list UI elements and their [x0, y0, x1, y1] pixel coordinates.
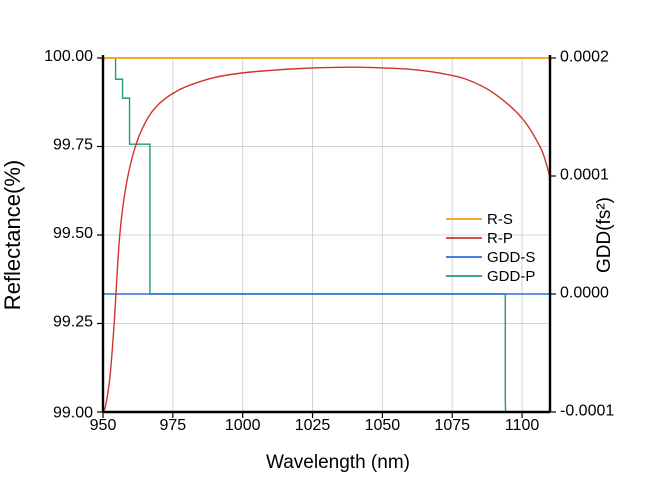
- svg-text:1075: 1075: [434, 417, 470, 434]
- svg-text:GDD(fs²): GDD(fs²): [594, 197, 615, 273]
- svg-text:Reflectance(%): Reflectance(%): [0, 160, 25, 310]
- svg-text:1100: 1100: [505, 417, 540, 434]
- svg-text:1000: 1000: [225, 417, 261, 434]
- svg-text:-0.0001: -0.0001: [560, 403, 614, 420]
- svg-text:1050: 1050: [365, 417, 401, 434]
- svg-text:950: 950: [90, 417, 117, 434]
- svg-text:99.50: 99.50: [53, 225, 93, 242]
- svg-text:R-P: R-P: [487, 230, 513, 247]
- svg-text:0.0002: 0.0002: [560, 49, 609, 66]
- svg-text:99.75: 99.75: [53, 137, 93, 154]
- svg-text:99.00: 99.00: [53, 405, 93, 422]
- svg-text:0.0001: 0.0001: [560, 167, 609, 184]
- svg-text:GDD-S: GDD-S: [487, 249, 535, 266]
- svg-text:99.25: 99.25: [53, 314, 93, 331]
- svg-text:975: 975: [159, 417, 186, 434]
- svg-text:R-S: R-S: [487, 211, 513, 228]
- svg-text:GDD-P: GDD-P: [487, 268, 535, 285]
- svg-text:100.00: 100.00: [44, 48, 93, 65]
- svg-text:1025: 1025: [295, 417, 331, 434]
- svg-text:0.0000: 0.0000: [560, 285, 609, 302]
- svg-text:Wavelength (nm): Wavelength (nm): [266, 452, 410, 473]
